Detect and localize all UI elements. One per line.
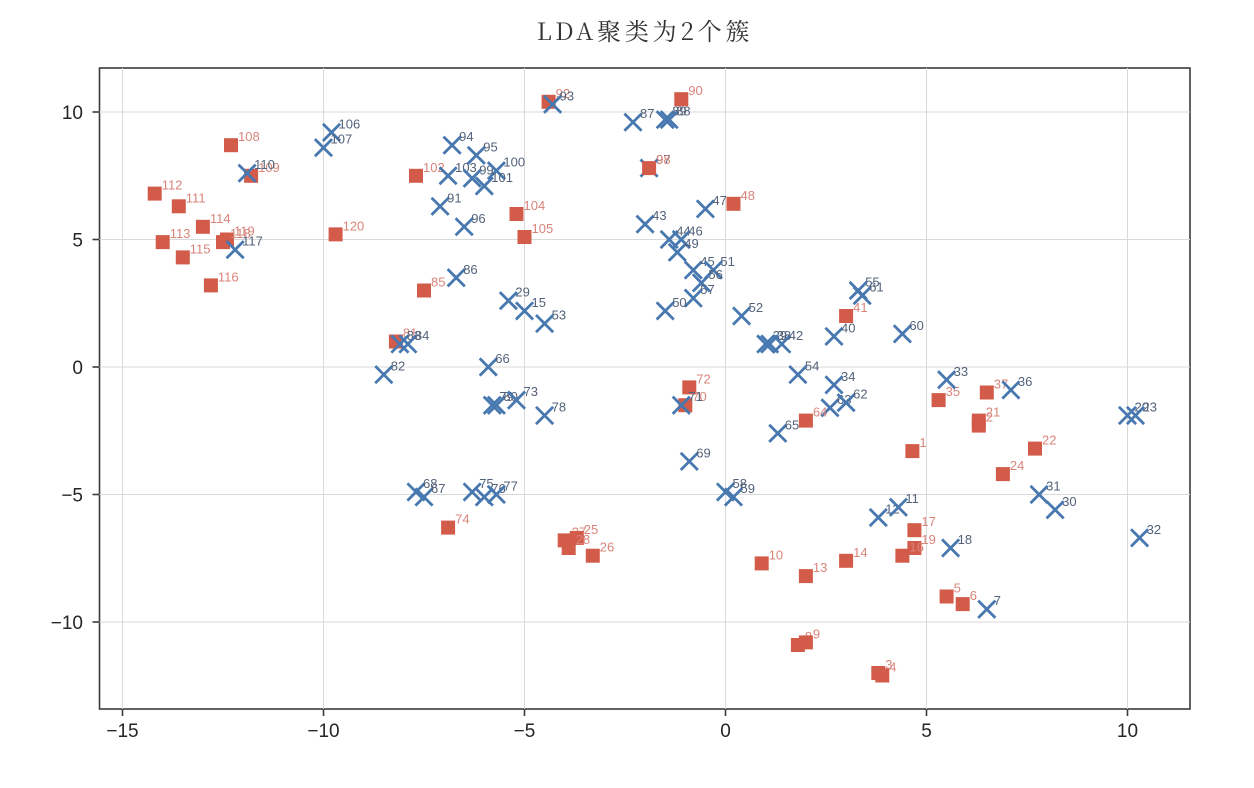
svg-text:111: 111 — [186, 190, 206, 205]
svg-text:114: 114 — [210, 211, 231, 226]
svg-text:90: 90 — [688, 83, 702, 98]
svg-text:74: 74 — [455, 512, 469, 527]
svg-text:54: 54 — [805, 359, 819, 374]
svg-text:98: 98 — [656, 152, 670, 167]
svg-text:5: 5 — [954, 581, 961, 596]
svg-text:110: 110 — [254, 157, 275, 172]
svg-text:105: 105 — [532, 221, 554, 236]
svg-text:108: 108 — [238, 129, 260, 144]
svg-text:0: 0 — [72, 358, 83, 379]
svg-text:49: 49 — [684, 236, 698, 251]
svg-text:15: 15 — [532, 295, 546, 310]
svg-text:21: 21 — [986, 405, 1000, 420]
svg-text:5: 5 — [72, 231, 83, 252]
svg-text:87: 87 — [640, 106, 654, 121]
svg-text:53: 53 — [552, 308, 566, 323]
svg-text:115: 115 — [190, 241, 211, 256]
svg-text:31: 31 — [1046, 479, 1060, 494]
svg-text:1: 1 — [919, 435, 926, 450]
svg-text:17: 17 — [921, 514, 935, 529]
svg-text:82: 82 — [391, 359, 405, 374]
svg-text:42: 42 — [789, 328, 803, 343]
svg-text:33: 33 — [954, 364, 968, 379]
svg-text:52: 52 — [749, 300, 763, 315]
svg-text:56: 56 — [708, 267, 722, 282]
svg-text:0: 0 — [720, 721, 731, 742]
svg-text:41: 41 — [853, 300, 867, 315]
svg-text:10: 10 — [62, 103, 83, 124]
svg-text:−10: −10 — [51, 613, 83, 634]
svg-text:71: 71 — [688, 389, 702, 404]
svg-text:94: 94 — [459, 129, 473, 144]
svg-text:18: 18 — [958, 532, 972, 547]
svg-text:104: 104 — [524, 198, 546, 213]
svg-text:77: 77 — [503, 479, 517, 494]
svg-text:26: 26 — [600, 540, 614, 555]
svg-text:29: 29 — [515, 285, 529, 300]
svg-text:36: 36 — [1018, 374, 1032, 389]
svg-text:78: 78 — [552, 399, 566, 414]
svg-text:47: 47 — [712, 193, 726, 208]
svg-text:86: 86 — [463, 262, 477, 277]
svg-text:43: 43 — [652, 208, 666, 223]
svg-text:14: 14 — [853, 545, 867, 560]
svg-text:57: 57 — [700, 282, 714, 297]
svg-text:120: 120 — [343, 218, 365, 233]
svg-text:72: 72 — [696, 371, 710, 386]
svg-text:23: 23 — [1143, 399, 1157, 414]
svg-text:107: 107 — [331, 132, 353, 147]
svg-text:84: 84 — [415, 328, 429, 343]
svg-text:16: 16 — [909, 540, 923, 555]
svg-text:13: 13 — [813, 560, 827, 575]
svg-text:93: 93 — [560, 88, 574, 103]
svg-text:91: 91 — [447, 190, 461, 205]
svg-text:62: 62 — [853, 387, 867, 402]
svg-text:116: 116 — [218, 269, 239, 284]
svg-text:30: 30 — [1062, 494, 1076, 509]
svg-text:22: 22 — [1042, 433, 1056, 448]
svg-text:112: 112 — [162, 178, 183, 193]
svg-text:34: 34 — [841, 369, 855, 384]
svg-text:101: 101 — [491, 170, 513, 185]
svg-text:24: 24 — [1010, 458, 1024, 473]
svg-text:85: 85 — [431, 275, 445, 290]
svg-text:11: 11 — [905, 491, 919, 506]
svg-text:9: 9 — [813, 626, 820, 641]
svg-text:117: 117 — [242, 234, 263, 249]
svg-text:96: 96 — [471, 211, 485, 226]
svg-text:95: 95 — [483, 139, 497, 154]
svg-text:69: 69 — [696, 445, 710, 460]
svg-text:10: 10 — [1117, 721, 1138, 742]
svg-text:6: 6 — [970, 588, 977, 603]
svg-text:−15: −15 — [106, 721, 138, 742]
svg-text:5: 5 — [921, 721, 932, 742]
svg-text:88: 88 — [676, 104, 690, 119]
svg-text:106: 106 — [339, 116, 361, 131]
svg-text:LDA聚类为2个簇: LDA聚类为2个簇 — [537, 12, 754, 47]
svg-text:−5: −5 — [61, 486, 83, 507]
svg-text:10: 10 — [769, 547, 783, 562]
svg-text:−10: −10 — [307, 721, 339, 742]
svg-text:67: 67 — [431, 481, 445, 496]
svg-text:28: 28 — [576, 532, 590, 547]
svg-text:59: 59 — [741, 481, 755, 496]
svg-text:60: 60 — [909, 318, 923, 333]
svg-text:−5: −5 — [514, 721, 536, 742]
svg-text:61: 61 — [869, 280, 883, 295]
svg-text:50: 50 — [672, 295, 686, 310]
svg-text:73: 73 — [524, 384, 538, 399]
svg-text:7: 7 — [994, 593, 1001, 608]
svg-text:100: 100 — [503, 155, 525, 170]
svg-text:65: 65 — [785, 417, 799, 432]
svg-text:32: 32 — [1147, 522, 1161, 537]
svg-text:4: 4 — [889, 660, 896, 675]
svg-text:66: 66 — [495, 351, 509, 366]
svg-text:40: 40 — [841, 320, 855, 335]
svg-text:48: 48 — [741, 188, 755, 203]
svg-text:113: 113 — [170, 226, 191, 241]
svg-text:64: 64 — [813, 405, 827, 420]
